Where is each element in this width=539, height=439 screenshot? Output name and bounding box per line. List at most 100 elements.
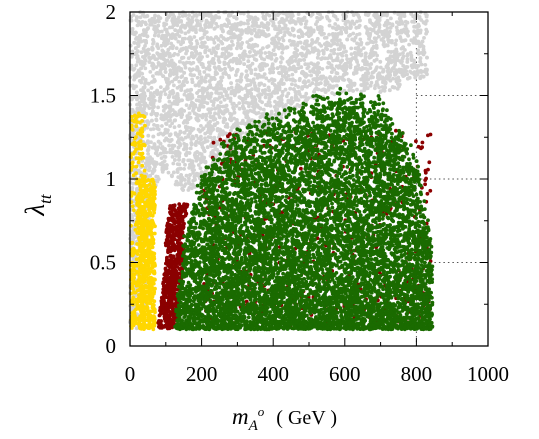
grey-point-4083 <box>261 14 266 19</box>
grey-point-3416 <box>186 29 191 34</box>
grey-point-4403 <box>237 95 242 100</box>
grey-point-1146 <box>143 165 148 170</box>
grey-point-4197 <box>197 108 201 112</box>
grey-point-3636 <box>186 17 191 21</box>
grey-point-189 <box>190 18 195 23</box>
grey-point-3945 <box>418 74 423 79</box>
grey-point-3973 <box>243 96 248 101</box>
grey-point-3931 <box>135 97 139 102</box>
grey-point-4171 <box>365 62 370 67</box>
grey-point-3591 <box>338 52 343 56</box>
grey-point-3925 <box>249 91 253 96</box>
grey-point-268 <box>314 22 318 27</box>
grey-point-3066 <box>301 57 306 62</box>
grey-point-3485 <box>186 125 191 130</box>
grey-point-3620 <box>173 158 177 162</box>
grey-point-4466 <box>207 79 212 84</box>
grey-point-4220 <box>145 119 150 124</box>
grey-point-2474 <box>394 38 399 43</box>
grey-point-4029 <box>244 28 249 32</box>
grey-point-4159 <box>401 45 405 49</box>
grey-point-4364 <box>267 88 271 93</box>
grey-point-320 <box>146 88 151 93</box>
grey-point-4306 <box>299 30 304 34</box>
grey-point-3459 <box>291 28 295 33</box>
grey-point-4271 <box>192 47 197 52</box>
grey-point-4182 <box>197 99 202 103</box>
grey-point-3330 <box>334 78 338 83</box>
grey-point-614 <box>229 85 234 90</box>
grey-point-539 <box>198 51 203 56</box>
grey-point-4371 <box>225 122 229 127</box>
grey-point-3869 <box>417 16 422 20</box>
grey-point-4111 <box>271 36 276 41</box>
grey-point-4147 <box>425 55 429 60</box>
grey-point-570 <box>187 13 192 17</box>
grey-point-4222 <box>175 168 180 172</box>
grey-point-4287 <box>160 66 165 71</box>
grey-point-1199 <box>384 29 389 34</box>
grey-point-1213 <box>355 19 359 24</box>
grey-point-4402 <box>388 26 393 30</box>
grey-point-922 <box>395 28 400 33</box>
grey-point-980 <box>395 87 400 91</box>
grey-point-2855 <box>260 100 264 105</box>
grey-point-402 <box>203 136 207 141</box>
grey-point-4214 <box>412 61 417 66</box>
grey-point-403 <box>159 156 164 161</box>
grey-point-4458 <box>291 19 296 23</box>
grey-point-3918 <box>144 40 149 45</box>
grey-point-3079 <box>180 98 185 103</box>
grey-point-214 <box>212 77 217 81</box>
grey-point-4396 <box>205 145 210 150</box>
grey-point-4493 <box>178 129 183 134</box>
grey-point-4187 <box>348 63 353 67</box>
grey-point-3935 <box>246 14 251 19</box>
grey-point-4014 <box>236 43 240 48</box>
grey-point-924 <box>231 43 235 47</box>
grey-point-3881 <box>131 237 135 242</box>
grey-point-4474 <box>369 51 374 56</box>
grey-point-4440 <box>214 50 218 55</box>
grey-point-1228 <box>235 83 240 87</box>
grey-point-3760 <box>228 117 232 121</box>
grey-point-3711 <box>195 91 200 95</box>
grey-point-2927 <box>251 77 256 82</box>
grey-point-4142 <box>384 43 388 47</box>
grey-point-4326 <box>387 88 392 93</box>
grey-point-4161 <box>139 93 144 97</box>
grey-point-4042 <box>300 34 305 38</box>
grey-point-3013 <box>352 51 357 55</box>
grey-point-1080 <box>285 45 290 50</box>
grey-point-702 <box>405 53 410 58</box>
grey-point-4344 <box>232 116 237 121</box>
grey-point-564 <box>359 89 364 94</box>
grey-point-4136 <box>137 39 142 44</box>
grey-point-4247 <box>347 79 352 83</box>
grey-point-1230 <box>280 35 285 40</box>
grey-point-4270 <box>312 46 317 50</box>
grey-point-4461 <box>415 72 419 77</box>
grey-point-4124 <box>291 64 296 69</box>
grey-point-3861 <box>135 102 140 107</box>
grey-point-3523 <box>372 58 377 63</box>
grey-point-3226 <box>409 38 414 43</box>
grey-point-3838 <box>200 88 204 93</box>
grey-point-1024 <box>245 40 250 44</box>
grey-point-4064 <box>373 68 378 72</box>
grey-point-4338 <box>185 94 190 99</box>
grey-point-3611 <box>158 151 163 156</box>
grey-point-264 <box>163 155 168 159</box>
grey-point-2968 <box>353 35 358 40</box>
grey-point-4456 <box>231 105 236 110</box>
grey-point-4069 <box>162 114 167 118</box>
grey-point-3875 <box>189 97 193 101</box>
grey-point-1062 <box>204 114 209 119</box>
grey-point-3893 <box>386 66 390 70</box>
grey-point-1130 <box>355 87 359 92</box>
grey-point-3921 <box>134 90 139 95</box>
grey-point-4409 <box>213 144 217 149</box>
grey-point-3675 <box>245 73 249 78</box>
grey-point-4470 <box>227 13 231 18</box>
grey-point-4491 <box>155 147 160 152</box>
